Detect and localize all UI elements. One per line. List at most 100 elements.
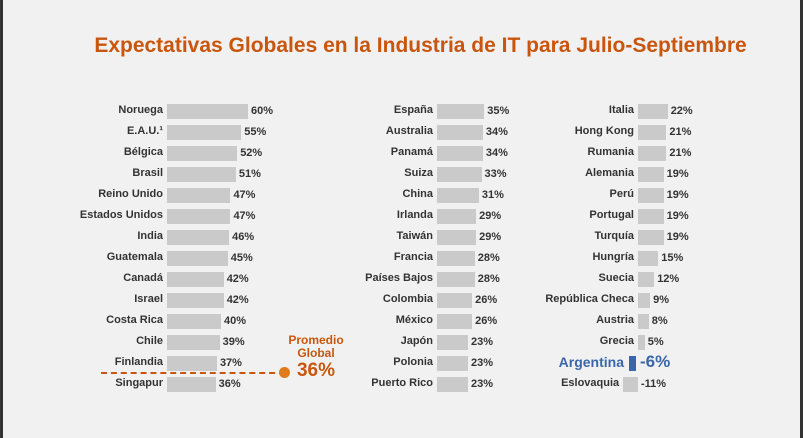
value-label: 5% [647,336,664,348]
bar [437,104,485,119]
value-label: 28% [477,273,500,285]
bar [638,104,668,119]
value-label: 45% [230,252,253,264]
value-label: 29% [479,231,502,243]
bar-row: Noruega 60% [3,103,803,119]
value-label: 22% [670,105,693,117]
country-label: E.A.U.¹ [126,125,163,137]
value-label: 47% [233,210,256,222]
bar-row: Taiwán 29% [3,229,803,245]
bar-row: Eslovaquia -11% [3,376,803,392]
bar-row: Puerto Rico 23% [3,376,803,392]
bar [167,293,224,308]
chart-title: Expectativas Globales en la Industria de… [94,34,747,57]
bar-row: Rumania 21% [3,145,803,161]
value-label: 47% [233,189,256,201]
average-line [101,372,285,374]
country-label: México [395,314,433,326]
country-label: Hong Kong [574,125,634,137]
bar-row: Singapur 36% [3,376,803,392]
value-label: 29% [479,210,502,222]
bar [638,209,664,224]
bar-row: Colombia 26% [3,292,803,308]
bar [437,314,473,329]
country-label: Irlanda [396,209,433,221]
bar-row: Países Bajos 28% [3,271,803,287]
bar [167,167,236,182]
value-label: 23% [471,336,494,348]
country-label: Suecia [598,272,634,284]
country-label: Singapur [115,377,163,389]
average-value: 36% [296,360,336,381]
bar [167,272,224,287]
value-label: 26% [475,315,498,327]
country-label: Portugal [589,209,634,221]
value-label: 15% [661,252,684,264]
bar-row: Perú 19% [3,187,803,203]
bar-row: Grecia 5% [3,334,803,350]
value-label: 31% [481,189,504,201]
bar-row: Reino Unido 47% [3,187,803,203]
average-label-1: Promedio [288,333,344,347]
bar-row: Israel 42% [3,292,803,308]
country-label: Taiwán [396,230,433,242]
value-label: 19% [666,231,689,243]
bar [437,188,479,203]
value-label: 19% [666,189,689,201]
bar [167,125,242,140]
bar-row: Alemania 19% [3,166,803,182]
value-label: -11% [641,378,667,390]
value-label: 35% [487,105,510,117]
bar-row: Panamá 34% [3,145,803,161]
average-label-2: Global [297,346,335,360]
country-label: España [393,104,433,116]
bar-row: Guatemala 45% [3,250,803,266]
bar [437,146,483,161]
bar [638,251,659,266]
bar [437,293,473,308]
bar [167,230,230,245]
bar-row: Australia 34% [3,124,803,140]
value-label: 28% [477,252,500,264]
country-label: Perú [609,188,634,200]
average-marker [279,367,290,378]
bar-row: Chile 39% [3,334,803,350]
bar [623,377,638,392]
value-label: 36% [218,378,241,390]
bar [437,230,477,245]
bar-row: E.A.U.¹ 55% [3,124,803,140]
bar-row: Francia 28% [3,250,803,266]
bar [167,104,248,119]
global-average: Promedio Global 36% [285,333,347,382]
bar [167,314,221,329]
country-label: Turquía [594,230,634,242]
bar [629,356,636,371]
value-label: 21% [669,147,692,159]
country-label: Costa Rica [106,314,163,326]
country-label: Argentina [558,354,624,370]
bar [437,377,469,392]
value-label: -6% [640,352,671,371]
bar [638,146,667,161]
bar-row: Italia 22% [3,103,803,119]
country-label: Austria [596,314,634,326]
value-label: 33% [484,168,507,180]
bar [638,272,655,287]
country-label: Bélgica [123,146,163,158]
country-label: Alemania [585,167,634,179]
value-label: 60% [251,105,274,117]
country-label: Francia [393,251,433,263]
bar [437,251,475,266]
country-label: Países Bajos [365,272,433,284]
value-label: 52% [240,147,263,159]
value-label: 19% [666,168,689,180]
bar-row: Estados Unidos 47% [3,208,803,224]
bar [638,314,649,329]
value-label: 9% [653,294,670,306]
bar-row: Irlanda 29% [3,208,803,224]
bar-row: Costa Rica 40% [3,313,803,329]
value-label: 23% [471,357,494,369]
value-label: 34% [485,126,508,138]
value-label: 39% [222,336,245,348]
